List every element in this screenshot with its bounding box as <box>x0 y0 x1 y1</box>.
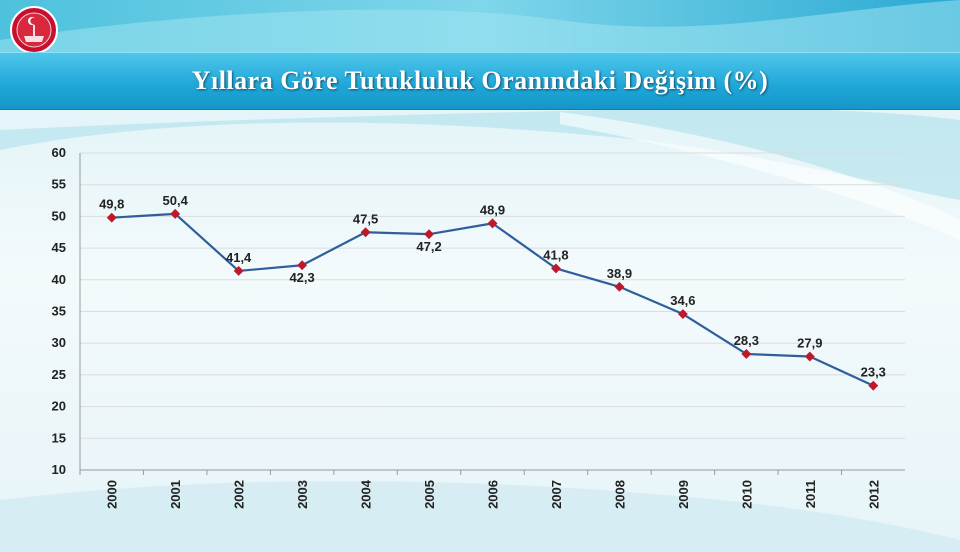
data-label: 34,6 <box>670 293 695 308</box>
data-label: 38,9 <box>607 266 632 281</box>
data-point <box>677 309 688 319</box>
data-label: 41,4 <box>226 250 252 265</box>
y-tick-label: 45 <box>52 240 66 255</box>
data-point <box>614 281 625 292</box>
data-label: 41,8 <box>543 247 568 262</box>
x-tick-label: 2004 <box>359 479 374 509</box>
chart-gridlines <box>79 152 905 471</box>
data-label: 48,9 <box>480 202 505 217</box>
x-tick-label: 2011 <box>803 480 818 508</box>
y-tick-label: 50 <box>52 208 66 223</box>
title-bar: Yıllara Göre Tutukluluk Oranındaki Değiş… <box>0 52 960 110</box>
data-label: 49,8 <box>99 197 124 212</box>
data-point <box>233 265 244 276</box>
data-point <box>804 351 815 362</box>
x-tick-label: 2005 <box>422 480 437 509</box>
data-labels: 49,8 50,4 41,4 42,3 47,5 47,2 48,9 41,8 38,9 34,6… <box>99 193 886 380</box>
data-point <box>551 263 561 274</box>
data-label: 28,3 <box>734 333 759 348</box>
y-tick-label: 15 <box>52 430 66 445</box>
data-label: 47,5 <box>353 211 378 226</box>
data-point <box>106 212 117 223</box>
data-label: 23,3 <box>861 365 886 380</box>
data-point <box>360 227 371 238</box>
data-label: 47,2 <box>416 239 441 254</box>
x-tick-label: 2003 <box>295 480 310 509</box>
x-tick-label: 2008 <box>612 480 627 509</box>
data-point <box>487 218 498 229</box>
data-label: 27,9 <box>797 336 822 351</box>
x-tick-label: 2010 <box>739 480 754 509</box>
y-tick-label: 30 <box>52 335 66 350</box>
y-tick-label: 20 <box>52 399 66 414</box>
x-tick-label: 2000 <box>105 480 120 509</box>
data-label: 50,4 <box>163 193 189 208</box>
y-tick-label: 35 <box>52 304 66 319</box>
x-tick-label: 2002 <box>232 480 247 509</box>
y-tick-label: 25 <box>52 367 66 382</box>
x-tick-label: 2007 <box>549 480 564 509</box>
data-markers <box>106 208 879 391</box>
data-point <box>424 229 434 240</box>
y-axis-ticks: 10 15 20 25 30 35 40 45 50 55 60 <box>52 145 66 477</box>
x-tick-label: 2009 <box>676 480 691 509</box>
y-tick-label: 10 <box>52 462 66 477</box>
data-point <box>170 208 181 219</box>
data-point <box>868 380 879 391</box>
x-tick-label: 2001 <box>168 480 183 509</box>
data-point <box>297 260 308 271</box>
x-tick-label: 2012 <box>866 480 881 509</box>
page-title: Yıllara Göre Tutukluluk Oranındaki Değiş… <box>191 66 769 95</box>
y-tick-label: 60 <box>52 145 66 160</box>
ministry-seal-icon <box>10 6 58 54</box>
data-point <box>741 349 752 359</box>
y-tick-label: 55 <box>52 177 66 192</box>
x-tick-label: 2006 <box>486 480 501 509</box>
series-line <box>111 212 874 387</box>
x-axis-ticks: 2000 2001 2002 2003 2004 2005 2006 2007 2008 2009… <box>79 470 881 509</box>
y-tick-label: 40 <box>52 272 66 287</box>
data-label: 42,3 <box>289 270 314 285</box>
